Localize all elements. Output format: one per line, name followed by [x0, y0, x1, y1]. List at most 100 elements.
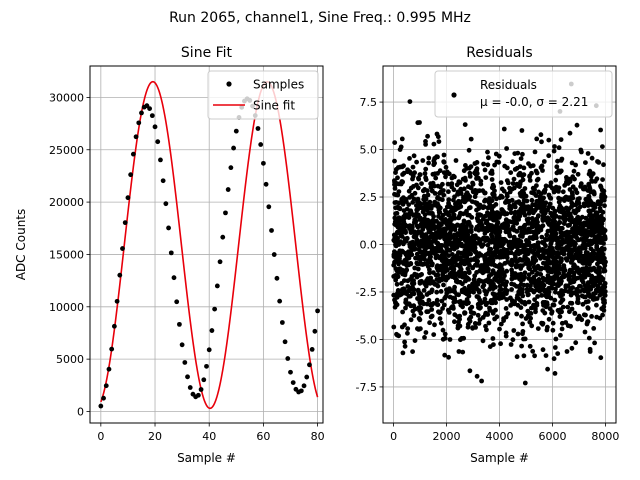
residual-point — [476, 227, 482, 233]
residual-point — [464, 190, 470, 196]
residual-point — [423, 166, 429, 172]
residual-point — [417, 172, 423, 178]
residual-point — [527, 343, 533, 349]
residuals-panel: Residuals 0 2000 4000 6000 8000 -7.5 -5.0 -2.5… — [356, 45, 620, 465]
sample-point — [182, 360, 188, 365]
residual-point — [447, 247, 453, 253]
residual-point — [456, 215, 462, 221]
residual-point — [538, 272, 544, 277]
residual-point — [443, 174, 448, 180]
residual-point — [412, 338, 418, 343]
residual-point — [396, 333, 402, 339]
residual-point — [553, 177, 559, 183]
residual-point — [399, 136, 405, 142]
1-ytick-label: 0.0 — [360, 239, 378, 252]
residual-point — [491, 203, 496, 209]
residual-point — [391, 292, 397, 298]
residual-point — [587, 257, 593, 263]
residual-point — [547, 244, 553, 250]
residual-point — [564, 236, 570, 241]
residual-point — [504, 268, 510, 274]
residual-point — [396, 189, 402, 195]
residual-point — [568, 286, 573, 292]
residual-point — [520, 329, 526, 334]
1-ytick-label: -7.5 — [356, 381, 377, 394]
residual-point — [486, 273, 492, 279]
residual-point — [485, 242, 491, 248]
residual-point — [512, 167, 518, 172]
residual-point — [476, 304, 481, 310]
1-xtick-label: 8000 — [591, 430, 619, 443]
sample-point — [312, 328, 318, 334]
0-xtick-label: 0 — [97, 430, 104, 443]
residual-point — [431, 281, 437, 286]
0-ytick-label: 30000 — [49, 91, 84, 104]
residual-point — [601, 188, 607, 194]
residual-point — [521, 353, 527, 359]
residual-point — [485, 221, 491, 227]
residual-point — [489, 233, 495, 239]
residual-point — [543, 183, 549, 189]
residual-point — [585, 319, 590, 325]
residual-point — [413, 234, 419, 240]
residual-point — [559, 258, 564, 264]
residual-point — [391, 324, 397, 330]
residual-point — [513, 263, 519, 268]
residual-point — [580, 225, 585, 231]
residual-point — [402, 224, 407, 230]
residual-point — [534, 301, 540, 306]
residual-point — [435, 302, 441, 308]
residual-point — [467, 236, 473, 241]
residual-point — [583, 160, 588, 166]
residual-point — [522, 212, 528, 218]
residual-point — [552, 345, 558, 350]
residual-point — [594, 302, 599, 308]
residual-point — [586, 335, 592, 341]
sample-point — [130, 151, 136, 157]
residual-point — [568, 247, 574, 253]
residual-point — [461, 335, 467, 341]
residual-point — [544, 264, 550, 269]
residual-point — [400, 179, 405, 185]
residual-point — [476, 321, 482, 326]
residual-point — [487, 216, 493, 221]
residual-point — [407, 156, 412, 161]
residual-point — [586, 230, 591, 236]
0-xtick-label: 60 — [256, 430, 270, 443]
residual-point — [522, 253, 528, 259]
residual-point — [499, 223, 505, 229]
residual-point — [590, 225, 596, 231]
residual-point — [504, 255, 510, 261]
residual-point — [474, 176, 479, 181]
residual-point — [441, 152, 447, 158]
residual-point — [598, 127, 603, 133]
sample-point — [290, 380, 296, 385]
residual-point — [555, 282, 560, 288]
residual-point — [462, 122, 468, 127]
residual-point — [451, 197, 456, 203]
residual-point — [417, 200, 422, 206]
residual-point — [475, 312, 481, 318]
residual-point — [460, 211, 466, 217]
residual-point — [435, 246, 441, 252]
residual-point — [498, 180, 504, 186]
residual-point — [395, 288, 401, 293]
residual-point — [481, 161, 486, 167]
residual-point — [536, 189, 541, 195]
residual-point — [392, 158, 397, 164]
residual-point — [542, 190, 547, 195]
residual-point — [477, 222, 482, 228]
residual-point — [458, 186, 464, 192]
residual-point — [468, 185, 474, 191]
residual-point — [512, 214, 518, 220]
residual-point — [536, 213, 541, 219]
residual-point — [462, 285, 467, 291]
residual-point — [407, 99, 413, 104]
residual-point — [544, 232, 550, 238]
residual-point — [569, 160, 575, 166]
residual-point — [456, 250, 461, 255]
residual-point — [544, 276, 550, 282]
residual-point — [493, 307, 498, 313]
residual-point — [539, 234, 545, 240]
sample-point — [168, 250, 174, 256]
